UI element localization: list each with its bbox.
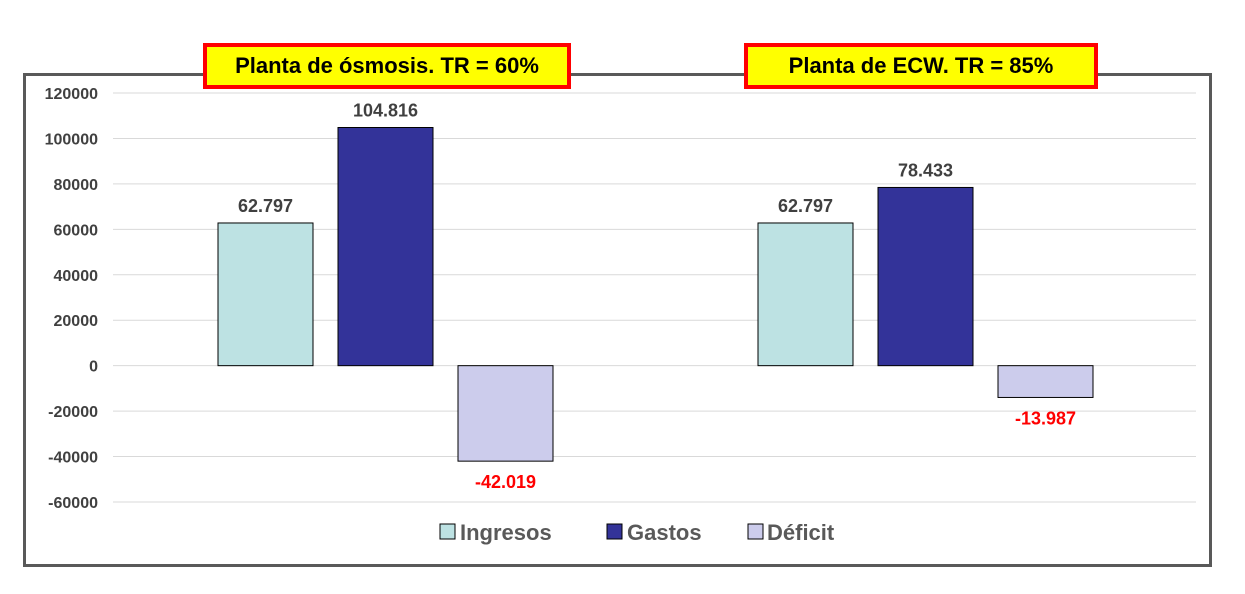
bar-layer bbox=[217, 127, 1094, 462]
y-tick-label: 80000 bbox=[54, 177, 99, 194]
tick-layer: 120000 100000 80000 60000 40000 20000 0 -20000 -… bbox=[45, 86, 98, 512]
bar-deficit-group-1 bbox=[457, 365, 554, 462]
y-tick-label: 0 bbox=[89, 359, 98, 376]
data-label-gastos-group-2: 78.433 bbox=[898, 160, 953, 180]
legend-label-gastos: Gastos bbox=[627, 520, 702, 545]
y-tick-label: 60000 bbox=[54, 222, 99, 239]
data-label-deficit-group-1: -42.019 bbox=[475, 472, 536, 492]
bar-ingresos-group-2 bbox=[757, 222, 854, 367]
bar-gastos-group-1 bbox=[337, 127, 434, 367]
data-label-ingresos-group-1: 62.797 bbox=[238, 196, 293, 216]
y-tick-label: 20000 bbox=[54, 313, 99, 330]
bar-gastos-group-2 bbox=[877, 186, 974, 367]
y-tick-label: 120000 bbox=[45, 86, 98, 103]
bar-ingresos-group-1 bbox=[217, 222, 314, 367]
legend: Ingresos Gastos Déficit bbox=[439, 520, 835, 545]
data-label-deficit-group-2: -13.987 bbox=[1015, 408, 1076, 428]
group-title-osmosis: Planta de ósmosis. TR = 60% bbox=[203, 43, 571, 89]
y-tick-label: -40000 bbox=[48, 450, 98, 467]
y-tick-label: -60000 bbox=[48, 495, 98, 512]
legend-label-ingresos: Ingresos bbox=[460, 520, 552, 545]
bar-deficit-group-2 bbox=[997, 365, 1094, 398]
y-tick-label: 40000 bbox=[54, 268, 99, 285]
legend-swatch-ingresos bbox=[439, 523, 456, 540]
data-label-gastos-group-1: 104.816 bbox=[353, 101, 418, 121]
legend-swatch-gastos bbox=[606, 523, 623, 540]
legend-label-deficit: Déficit bbox=[767, 520, 835, 545]
group-title-ecw: Planta de ECW. TR = 85% bbox=[744, 43, 1098, 89]
y-tick-label: -20000 bbox=[48, 404, 98, 421]
data-label-ingresos-group-2: 62.797 bbox=[778, 196, 833, 216]
y-tick-label: 100000 bbox=[45, 131, 98, 148]
label-layer: 62.797 104.816 -42.019 62.797 78.433 -13.987 bbox=[238, 101, 1076, 493]
legend-swatch-deficit bbox=[747, 523, 764, 540]
